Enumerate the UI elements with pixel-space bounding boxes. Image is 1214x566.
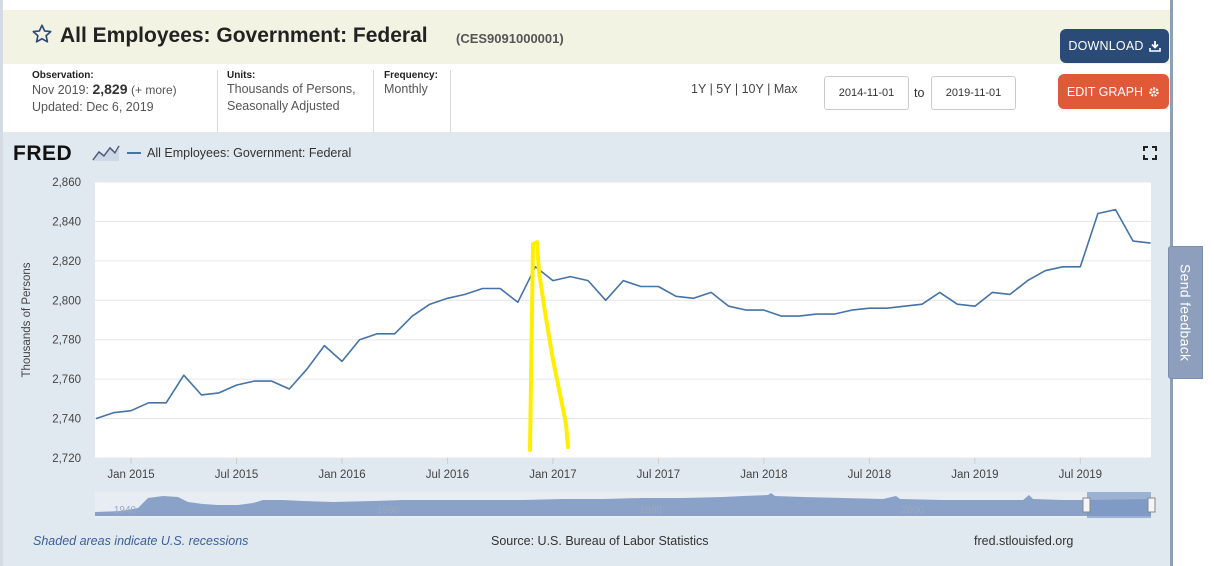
x-tick-label: Jul 2019 xyxy=(1059,469,1102,481)
navigator-selection[interactable] xyxy=(1087,492,1151,518)
observation-column: Observation: Nov 2019: 2,829 (+ more) Up… xyxy=(32,70,218,132)
range-separator: | xyxy=(709,82,713,96)
series-id: (CES9091000001) xyxy=(456,31,564,46)
download-button-label: DOWNLOAD xyxy=(1068,39,1144,53)
units-line-1: Thousands of Persons, xyxy=(227,82,356,96)
units-column: Units: Thousands of Persons, Seasonally … xyxy=(227,70,374,132)
y-tick-label: 2,760 xyxy=(52,374,81,386)
navigator-label: 1980 xyxy=(640,505,663,516)
series-line[interactable] xyxy=(95,208,1151,420)
units-line-2: Seasonally Adjusted xyxy=(227,99,340,113)
title-bar: All Employees: Government: Federal (CES9… xyxy=(3,10,1170,64)
units-label: Units: xyxy=(227,70,256,81)
x-tick-label: Jul 2015 xyxy=(215,469,258,481)
x-tick-label: Jan 2018 xyxy=(740,469,787,481)
x-tick-labels: Jan 2015 Jul 2015 Jan 2016 Jul 2016 Jan 2017… xyxy=(107,458,1102,481)
chart-legend: All Employees: Government: Federal xyxy=(127,146,351,160)
x-tick-label: Jul 2018 xyxy=(848,469,891,481)
start-date-input[interactable]: 2014-11-01 xyxy=(824,76,909,110)
legend-label: All Employees: Government: Federal xyxy=(147,146,352,160)
x-tick-label: Jul 2016 xyxy=(426,469,469,481)
series-title: All Employees: Government: Federal xyxy=(60,24,428,47)
x-tick-label: Jan 2017 xyxy=(529,469,576,481)
navigator-left-handle[interactable] xyxy=(1082,497,1091,513)
x-tick-label: Jul 2017 xyxy=(637,469,680,481)
observation-label: Observation: xyxy=(32,70,94,81)
download-button[interactable]: DOWNLOAD xyxy=(1060,29,1169,63)
range-max-link[interactable]: Max xyxy=(773,82,798,96)
plot-area xyxy=(95,182,1151,458)
navigator-right-handle[interactable] xyxy=(1147,497,1156,513)
fred-chart-logo-icon xyxy=(92,145,120,161)
chart-svg: 2,720 2,740 2,760 2,780 2,800 2,820 2,840 2,860… xyxy=(21,177,1156,518)
y-tick-label: 2,720 xyxy=(52,453,81,465)
range-10y-link[interactable]: 10Y xyxy=(741,82,764,96)
range-5y-link[interactable]: 5Y xyxy=(716,82,732,96)
navigator-label: 1960 xyxy=(377,505,400,516)
updated-date: Updated: Dec 6, 2019 xyxy=(32,100,154,114)
edit-graph-button[interactable]: EDIT GRAPH xyxy=(1058,74,1169,109)
observation-line: Nov 2019: 2,829 (+ more) xyxy=(32,81,217,99)
x-tick-label: Jan 2019 xyxy=(951,469,998,481)
y-tick-label: 2,860 xyxy=(52,177,81,189)
navigator-labels: 1940 1960 1980 2000 xyxy=(114,505,925,516)
frequency-column: Frequency: Monthly xyxy=(384,70,451,132)
recession-note-link[interactable]: Shaded areas indicate U.S. recessions xyxy=(33,534,249,548)
range-1y-link[interactable]: 1Y xyxy=(691,82,707,96)
end-date-input[interactable]: 2019-11-01 xyxy=(931,76,1016,110)
star-outline-icon[interactable] xyxy=(31,23,53,45)
fred-logo[interactable]: FRED xyxy=(13,142,73,165)
range-selector: 1Y | 5Y | 10Y | Max xyxy=(691,82,797,96)
y-tick-label: 2,740 xyxy=(52,414,81,426)
frequency-value: Monthly xyxy=(384,82,428,96)
x-tick-label: Jan 2016 xyxy=(318,469,365,481)
highlight-mark xyxy=(528,240,570,452)
chart-panel: 2,720 2,740 2,760 2,780 2,800 2,820 2,840 2,860… xyxy=(3,132,1170,566)
y-tick-labels: 2,720 2,740 2,760 2,780 2,800 2,820 2,840 2,860 xyxy=(52,177,81,465)
site-link[interactable]: fred.stlouisfed.org xyxy=(974,534,1074,548)
send-feedback-label: Send feedback xyxy=(1177,263,1194,362)
y-tick-label: 2,840 xyxy=(52,216,81,228)
observation-more-link[interactable]: (+ more) xyxy=(131,83,177,97)
source-text: Source: U.S. Bureau of Labor Statistics xyxy=(491,534,709,548)
download-icon xyxy=(1148,41,1161,52)
navigator-area xyxy=(95,493,1151,516)
y-tick-label: 2,800 xyxy=(52,295,81,307)
navigator-label: 2000 xyxy=(902,505,925,516)
edit-graph-label: EDIT GRAPH xyxy=(1066,84,1144,99)
range-separator: | xyxy=(767,82,771,96)
navigator-label: 1940 xyxy=(114,505,137,516)
y-tick-label: 2,780 xyxy=(52,335,81,347)
y-axis-label: Thousands of Persons xyxy=(21,262,33,377)
x-tick-label: Jan 2015 xyxy=(107,469,154,481)
y-tick-label: 2,820 xyxy=(52,256,81,268)
range-separator: | xyxy=(734,82,739,96)
frequency-label: Frequency: xyxy=(384,70,438,81)
send-feedback-tab[interactable]: Send feedback xyxy=(1168,246,1203,379)
gear-icon xyxy=(1149,86,1159,97)
date-to-label: to xyxy=(914,86,925,100)
series-meta-row: Observation: Nov 2019: 2,829 (+ more) Up… xyxy=(3,64,1170,132)
frame-left-border xyxy=(0,0,3,566)
observation-value: 2,829 xyxy=(92,81,128,97)
fullscreen-icon[interactable] xyxy=(1143,146,1157,160)
legend-line-swatch xyxy=(127,152,141,154)
observation-period: Nov 2019: xyxy=(32,83,89,97)
